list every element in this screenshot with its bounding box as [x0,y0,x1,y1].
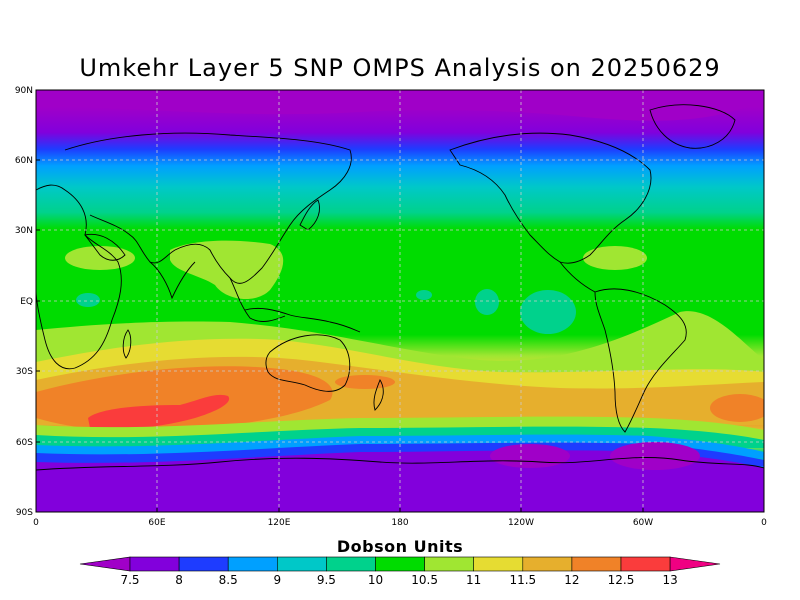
coastline-asia [64,132,352,284]
lon-axis: 0 60E 120E 180 120W 60W 0 [33,508,767,528]
colorbar-swatch [522,556,573,572]
southern-high-orange-3 [710,394,764,422]
colorbar-swatch [326,556,376,572]
colorbar-label: 8.5 [219,573,238,587]
lon-tick-label: 180 [391,518,408,528]
coastline-australia [265,334,351,392]
colorbar-label: 8 [175,573,183,587]
coastline-indonesia [244,307,361,333]
colorbar-swatch [129,556,180,572]
lon-tick-label: 120W [508,518,534,528]
coastline-arabia [84,233,126,261]
coastline-japan [299,199,320,231]
lat-tick-label: 60S [16,438,33,448]
colorbar-swatch [571,556,622,572]
equatorial-low-4 [416,290,432,300]
colorbar-title: Dobson Units [336,537,464,556]
coastline-south-america [594,288,687,433]
south-polar-low-1 [490,444,570,468]
south-polar-low-2 [610,442,700,470]
map-title: Umkehr Layer 5 SNP OMPS Analysis on 2025… [79,54,721,82]
colorbar-label: 12.5 [608,573,635,587]
lon-tick-label: 60W [633,518,653,528]
lat-tick-label: 60N [15,156,33,166]
colorbar-label: 7.5 [120,573,139,587]
lat-tick-label: EQ [20,297,33,307]
colorbar-label: 9.5 [317,573,336,587]
colorbar-swatch [473,556,524,572]
lat-tick-label: 90S [16,508,33,518]
colorbar-swatch [424,556,475,572]
colorbar-swatch [620,556,671,572]
equatorial-low-1 [76,293,100,307]
lon-tick-label: 60E [148,518,165,528]
colorbar-label: 9 [273,573,281,587]
coastline-india [149,261,196,300]
colorbar-label: 11 [466,573,481,587]
coastline-newzealand [373,379,384,411]
subtropic-high-nafrica [65,246,135,270]
north-polar-low [36,90,764,121]
colorbar-swatch [178,556,229,572]
southern-high-orange-2 [335,375,395,389]
colorbar-label: 13 [662,573,677,587]
coastline-seasia [229,277,286,322]
equatorial-low-2 [475,289,499,315]
lon-tick-label: 0 [761,518,767,528]
coastline-greenland [649,104,736,149]
colorbar-swatch [276,556,327,572]
colorbar-max-arrow [669,556,721,572]
coastline-central-america [559,261,596,293]
lat-tick-label: 30S [16,367,33,377]
colorbar-label: 10 [368,573,383,587]
colorbar-label: 12 [564,573,579,587]
lon-tick-label: 0 [33,518,39,528]
lat-tick-label: 30N [15,226,33,236]
gridlines [36,90,764,512]
colorbar-swatch [227,556,278,572]
southern-max-red [88,394,230,430]
subtropic-high-caribbean [583,246,647,270]
colorbar-label: 11.5 [509,573,536,587]
colorbar-min-arrow [79,556,131,572]
equatorial-low-3 [520,290,576,334]
coastlines [36,104,764,471]
coastline-madagascar [122,329,132,359]
coastline-north-america [449,132,652,264]
ozone-field [36,90,764,512]
coastline-antarctica [36,457,764,471]
coastline-europe-africa [36,184,122,370]
lat-tick-label: 90N [15,86,33,96]
lat-axis: 90N 60N 30N EQ 30S 60S 90S [15,86,40,518]
colorbar-swatch [375,556,425,572]
colorbar-label: 10.5 [411,573,438,587]
lon-tick-label: 120E [268,518,291,528]
subtropic-high-asia [170,240,284,300]
colorbar: 7.5 8 8.5 9 9.5 10 10.5 11 11.5 12 12.5 13 [79,556,721,587]
